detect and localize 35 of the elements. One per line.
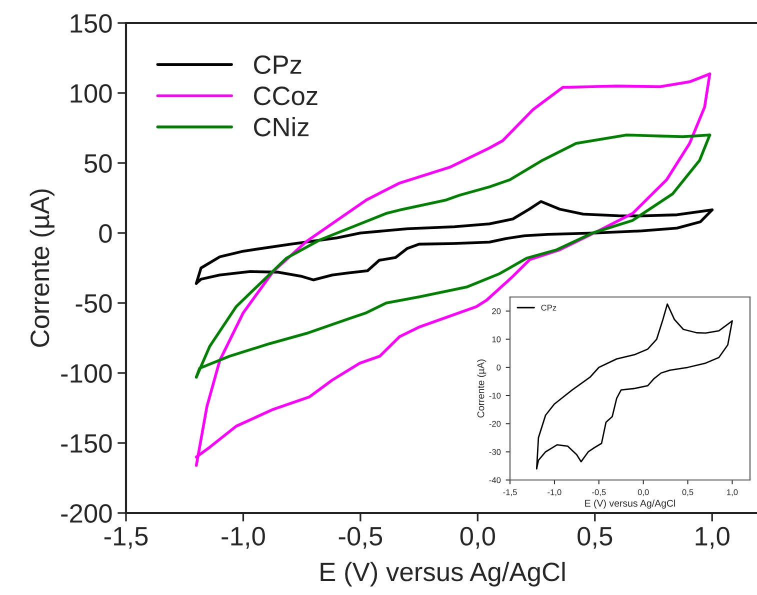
y-tick-label: 150 (70, 14, 112, 33)
y-tick-label: -50 (76, 294, 112, 313)
y-axis-title: Corrente (µA) (30, 189, 54, 347)
x-tick-label: 0,5 (682, 489, 694, 496)
y-tick-label: -40 (489, 477, 501, 484)
x-tick-label: -1,0 (222, 526, 265, 549)
y-tick-label: -150 (61, 434, 112, 453)
y-tick-label: 50 (84, 154, 112, 173)
y-tick-label: -10 (489, 392, 501, 399)
y-tick-label: 0 (496, 364, 501, 370)
x-tick-label: -0,5 (592, 489, 606, 496)
legend-label: CPz (254, 55, 302, 74)
x-tick-label: 0,0 (638, 489, 649, 496)
y-tick-label: 0 (99, 224, 112, 243)
y-tick-label: 100 (70, 84, 112, 103)
x-tick-label: -1,5 (503, 489, 517, 496)
x-tick-label: 1,0 (696, 526, 730, 549)
x-tick-label: 1,0 (727, 489, 738, 496)
x-tick-label: 0,0 (460, 526, 495, 549)
y-tick-label: 20 (492, 308, 501, 314)
legend-label: CNiz (254, 117, 309, 136)
legend-label: CCoz (254, 86, 318, 106)
x-tick-label: -0,5 (338, 526, 382, 549)
x-tick-label: -1,0 (548, 489, 562, 496)
x-tick-label: 0,5 (578, 526, 612, 549)
x-tick-label: -1,5 (104, 527, 148, 549)
legend-label: CPz (541, 304, 556, 311)
y-tick-label: -20 (489, 420, 501, 427)
y-tick-label: 10 (492, 336, 501, 342)
x-axis-title: E (V) versus Ag/AgCl (320, 562, 565, 587)
y-tick-label: -30 (489, 449, 501, 455)
x-axis-title: E (V) versus Ag/AgCl (585, 500, 676, 509)
y-tick-label: -100 (61, 364, 112, 383)
y-axis-title: Corrente (µA) (477, 360, 486, 418)
y-tick-label: -200 (61, 504, 112, 523)
